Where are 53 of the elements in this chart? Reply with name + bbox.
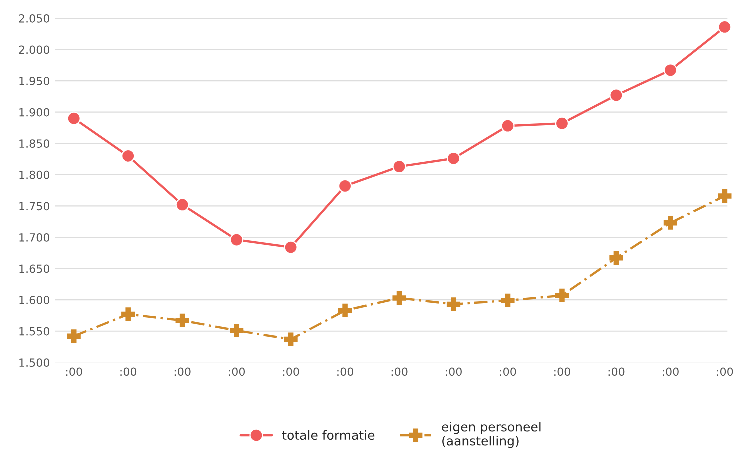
x-tick-label: :00 (554, 368, 570, 376)
y-tick-label: 1.500 (20, 358, 50, 368)
point (664, 64, 678, 78)
x-tick-label: :00 (229, 368, 246, 376)
x-tick-label: :00 (663, 368, 679, 376)
point (67, 112, 81, 126)
point (122, 308, 136, 322)
point (610, 251, 624, 265)
y-tick-label: 1.700 (20, 233, 50, 242)
y-tick-label: 1.550 (20, 327, 50, 336)
point (338, 304, 352, 318)
y-tick-label: 1.800 (20, 170, 50, 180)
point (284, 240, 298, 254)
point (555, 116, 570, 130)
point (230, 233, 244, 247)
point (176, 198, 190, 212)
point (338, 179, 352, 193)
point (664, 216, 678, 230)
legend-label: totale formatie (282, 430, 375, 440)
point (555, 288, 570, 303)
legend-label: eigen personeel (aanstelling) (442, 422, 541, 448)
x-tick-label: :00 (717, 368, 734, 376)
x-tick-label: :00 (120, 368, 137, 376)
point (67, 330, 81, 344)
point (392, 291, 406, 306)
point (284, 332, 298, 346)
y-tick-label: 1.650 (20, 264, 50, 274)
x-tick-label: :00 (66, 368, 82, 376)
point (501, 294, 515, 308)
point (501, 119, 515, 133)
point (718, 189, 732, 204)
x-tick-label: :00 (283, 368, 300, 376)
point (230, 324, 244, 338)
point (610, 88, 624, 102)
y-tick-label: 1.850 (20, 140, 50, 148)
x-tick-label: :00 (500, 368, 516, 376)
y-tick-label: 2.050 (19, 14, 50, 23)
point (392, 160, 406, 174)
point (446, 152, 461, 166)
x-tick-label: :00 (174, 368, 191, 376)
point (122, 149, 136, 163)
x-tick-label: :00 (608, 368, 625, 376)
y-tick-label: 2.000 (19, 46, 50, 54)
point (446, 298, 461, 312)
point (176, 314, 190, 328)
y-tick-label: 1.600 (20, 296, 50, 304)
x-tick-label: :00 (338, 368, 354, 376)
y-tick-label: 1.950 (20, 77, 50, 86)
y-tick-label: 1.900 (20, 108, 50, 117)
x-tick-label: :00 (392, 368, 408, 376)
point (718, 20, 732, 34)
x-tick-label: :00 (446, 368, 462, 376)
y-tick-label: 1.750 (20, 202, 50, 211)
